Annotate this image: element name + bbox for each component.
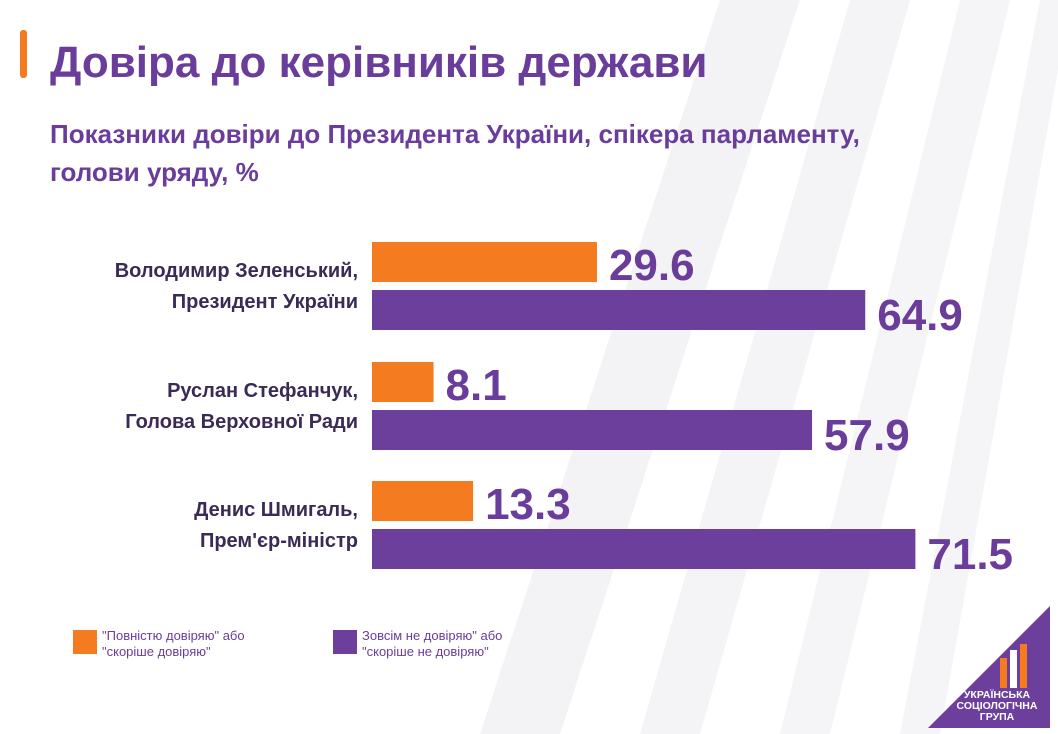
bars-logo-icon	[1000, 644, 1027, 688]
bar-distrust	[372, 290, 866, 330]
bar-trust	[372, 362, 434, 402]
page-title: Довіра до керівників держави	[50, 38, 708, 87]
data-label-trust: 29.6	[609, 241, 695, 290]
logo-text: УКРАЇНСЬКА СОЦІОЛОГІЧНА ГРУПА	[956, 689, 1038, 723]
legend-label-distrust: Зовсім не довіряю" або "скоріше не довір…	[362, 628, 503, 659]
bar-distrust	[372, 410, 813, 450]
legend-swatch-trust	[73, 630, 97, 654]
usg-logo	[928, 606, 1050, 728]
category-label: Руслан Стефанчук, Голова Верховної Ради	[125, 380, 358, 433]
legend-swatch-distrust	[333, 630, 357, 654]
bar-distrust	[372, 529, 916, 569]
title-accent-bar	[20, 30, 27, 78]
chart-subtitle: Показники довіри до Президента України, …	[50, 119, 860, 187]
data-label-distrust: 71.5	[927, 530, 1013, 579]
bar-trust	[372, 481, 474, 521]
data-label-distrust: 64.9	[877, 291, 963, 340]
category-label: Володимир Зеленський, Президент України	[115, 260, 358, 313]
data-label-trust: 8.1	[446, 361, 507, 410]
bar-trust	[372, 242, 597, 282]
category-label: Денис Шмигаль, Прем'єр-міністр	[194, 499, 358, 552]
data-label-trust: 13.3	[485, 480, 571, 529]
data-label-distrust: 57.9	[824, 411, 910, 460]
legend-label-trust: "Повністю довіряю" або "скоріше довіряю"	[102, 628, 245, 659]
